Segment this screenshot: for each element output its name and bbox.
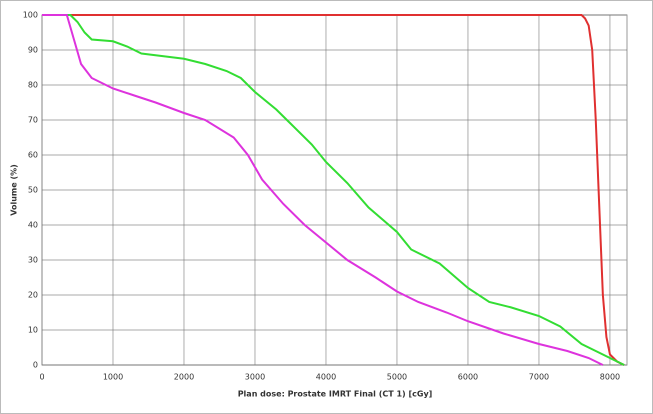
dvh-curve [42, 14, 604, 366]
y-tick-label: 80 [28, 81, 38, 90]
y-tick-label: 0 [33, 361, 38, 370]
x-tick-label: 0 [39, 373, 44, 382]
dvh-curve [42, 14, 625, 366]
y-tick-label: 50 [28, 186, 38, 195]
y-tick-label: 100 [23, 11, 38, 20]
x-tick-label: 2000 [174, 373, 194, 382]
x-tick-label: 7000 [529, 373, 549, 382]
x-tick-label: 1000 [103, 373, 123, 382]
y-tick-label: 20 [28, 291, 38, 300]
x-axis-label: Plan dose: Prostate IMRT Final (CT 1) [c… [238, 390, 433, 399]
x-tick-label: 4000 [316, 373, 336, 382]
x-tick-label: 5000 [387, 373, 407, 382]
y-tick-label: 90 [28, 46, 38, 55]
y-tick-label: 10 [28, 326, 38, 335]
x-tick-label: 6000 [458, 373, 478, 382]
y-tick-label: 70 [28, 116, 38, 125]
x-tick-label: 3000 [245, 373, 265, 382]
x-tick-label: 8000 [600, 373, 620, 382]
y-axis-label: Volume (%) [10, 164, 19, 216]
y-tick-label: 40 [28, 221, 38, 230]
y-tick-label: 60 [28, 151, 38, 160]
dvh-curve [42, 14, 625, 366]
y-tick-label: 30 [28, 256, 38, 265]
